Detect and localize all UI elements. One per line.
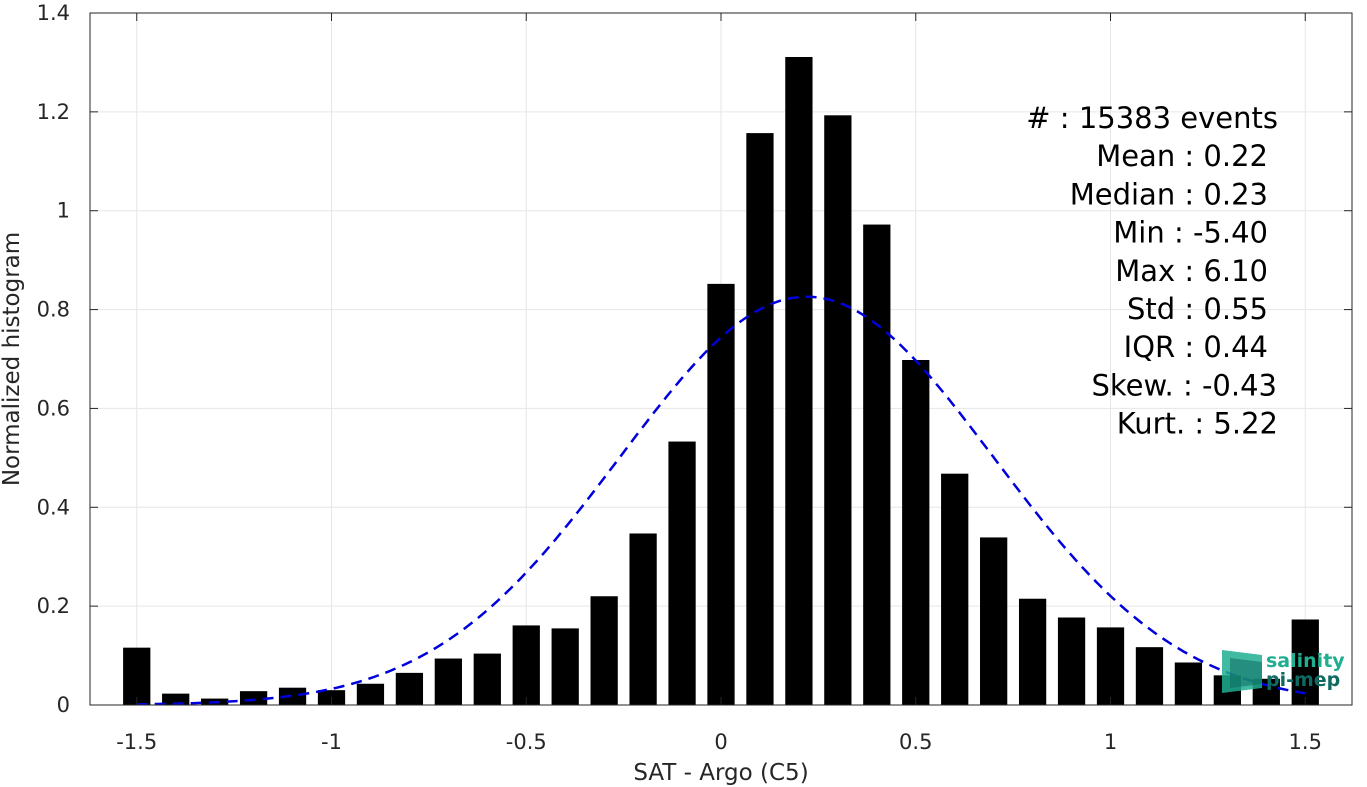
salinity-pi-mep-logo: salinity pi-mep bbox=[1222, 650, 1345, 693]
y-tick-label: 0.8 bbox=[37, 298, 70, 322]
stat-sep: : bbox=[1175, 177, 1203, 211]
statistics-box: # : 15383 events Mean : 0.22 Median : 0.23… bbox=[1026, 101, 1278, 441]
stat-value: 0.22 bbox=[1203, 139, 1268, 173]
stat-key: # bbox=[1026, 101, 1050, 135]
logo-text-pi-mep: pi-mep bbox=[1266, 669, 1340, 691]
histogram-bar bbox=[434, 658, 462, 705]
stat-value: 6.10 bbox=[1203, 254, 1268, 288]
histogram-bar bbox=[356, 683, 385, 705]
y-tick-label: 0.4 bbox=[37, 495, 70, 519]
histogram-bar bbox=[980, 537, 1008, 705]
stat-line: Min : -5.40 bbox=[1113, 216, 1268, 250]
y-tick-label: 0.2 bbox=[37, 594, 70, 618]
stat-sep: : bbox=[1185, 407, 1213, 441]
stat-line: Std : 0.55 bbox=[1127, 292, 1268, 326]
stat-line: Max : 6.10 bbox=[1115, 254, 1268, 288]
stat-line: Median : 0.23 bbox=[1070, 177, 1268, 211]
stat-key: Min bbox=[1113, 216, 1164, 250]
stat-line: Skew. : -0.43 bbox=[1091, 368, 1277, 402]
histogram-bar bbox=[473, 653, 501, 705]
histogram-bar bbox=[512, 625, 540, 705]
stat-key: Std bbox=[1127, 292, 1175, 326]
histogram-bar bbox=[707, 283, 735, 705]
stat-sep: : bbox=[1175, 139, 1203, 173]
logo-text-salinity: salinity bbox=[1266, 650, 1345, 672]
histogram-bar bbox=[590, 596, 618, 705]
stat-value: 15383 events bbox=[1079, 101, 1278, 135]
x-tick-label: 1.5 bbox=[1289, 730, 1322, 754]
logo-mark-icon-shade bbox=[1230, 658, 1262, 688]
histogram-bar bbox=[551, 628, 579, 705]
y-axis-ticks: 0 0.2 0.4 0.6 0.8 1 1.2 1.4 bbox=[37, 1, 1352, 717]
histogram-bar bbox=[863, 224, 891, 705]
histogram-bar bbox=[746, 133, 774, 705]
y-axis-label: Normalized histogram bbox=[0, 232, 25, 486]
histogram-bar bbox=[162, 693, 190, 705]
stat-key: Max bbox=[1115, 254, 1175, 288]
histogram-bar bbox=[668, 441, 696, 705]
histogram-bar bbox=[629, 533, 657, 705]
x-tick-label: -1 bbox=[321, 730, 342, 754]
x-axis-ticks: -1.5 -1 -0.5 0 0.5 1 1.5 bbox=[116, 13, 1322, 754]
histogram-bar bbox=[278, 687, 307, 705]
stat-line: Kurt. : 5.22 bbox=[1117, 407, 1278, 441]
histogram-bars bbox=[123, 56, 1319, 706]
stat-sep: : bbox=[1165, 216, 1193, 250]
stat-value: 0.55 bbox=[1203, 292, 1268, 326]
histogram-bar bbox=[902, 359, 930, 705]
stat-value: 0.23 bbox=[1203, 177, 1268, 211]
grid-lines bbox=[90, 12, 1352, 706]
stat-value: -5.40 bbox=[1193, 216, 1268, 250]
stat-sep: : bbox=[1175, 254, 1203, 288]
y-tick-label: 0 bbox=[57, 693, 70, 717]
stat-key: Median bbox=[1070, 177, 1175, 211]
histogram-bar bbox=[1096, 627, 1125, 705]
x-tick-label: -0.5 bbox=[506, 730, 547, 754]
stat-value: -0.43 bbox=[1202, 368, 1277, 402]
histogram-bar bbox=[1018, 598, 1047, 705]
histogram-bar bbox=[941, 473, 969, 705]
x-tick-label: 0 bbox=[714, 730, 727, 754]
histogram-bar bbox=[1057, 617, 1086, 705]
stat-sep: : bbox=[1174, 368, 1202, 402]
x-axis-label: SAT - Argo (C5) bbox=[633, 760, 808, 786]
y-tick-label: 1 bbox=[57, 199, 70, 223]
stat-value: 5.22 bbox=[1213, 407, 1278, 441]
y-tick-label: 1.4 bbox=[37, 1, 70, 25]
x-tick-label: 1 bbox=[1104, 730, 1117, 754]
y-tick-label: 0.6 bbox=[37, 396, 70, 420]
histogram-bar bbox=[824, 115, 852, 706]
stat-value: 0.44 bbox=[1203, 330, 1268, 364]
stat-key: IQR bbox=[1124, 330, 1176, 364]
histogram-bar bbox=[123, 647, 151, 705]
stat-sep: : bbox=[1051, 101, 1079, 135]
stat-line: IQR : 0.44 bbox=[1124, 330, 1268, 364]
stat-sep: : bbox=[1175, 330, 1203, 364]
stat-line: Mean : 0.22 bbox=[1096, 139, 1268, 173]
y-tick-label: 1.2 bbox=[37, 100, 70, 124]
stat-key: Mean bbox=[1096, 139, 1175, 173]
x-tick-label: 0.5 bbox=[899, 730, 932, 754]
stat-sep: : bbox=[1175, 292, 1203, 326]
normal-fit-curve bbox=[136, 295, 1306, 706]
stat-key: Kurt. bbox=[1117, 407, 1185, 441]
histogram-bar bbox=[1135, 647, 1164, 705]
histogram-bar bbox=[395, 672, 424, 705]
histogram-bar bbox=[1174, 662, 1203, 705]
histogram-bar bbox=[785, 56, 813, 705]
stat-key: Skew. bbox=[1091, 368, 1173, 402]
stat-line: # : 15383 events bbox=[1026, 101, 1278, 135]
x-tick-label: -1.5 bbox=[116, 730, 157, 754]
